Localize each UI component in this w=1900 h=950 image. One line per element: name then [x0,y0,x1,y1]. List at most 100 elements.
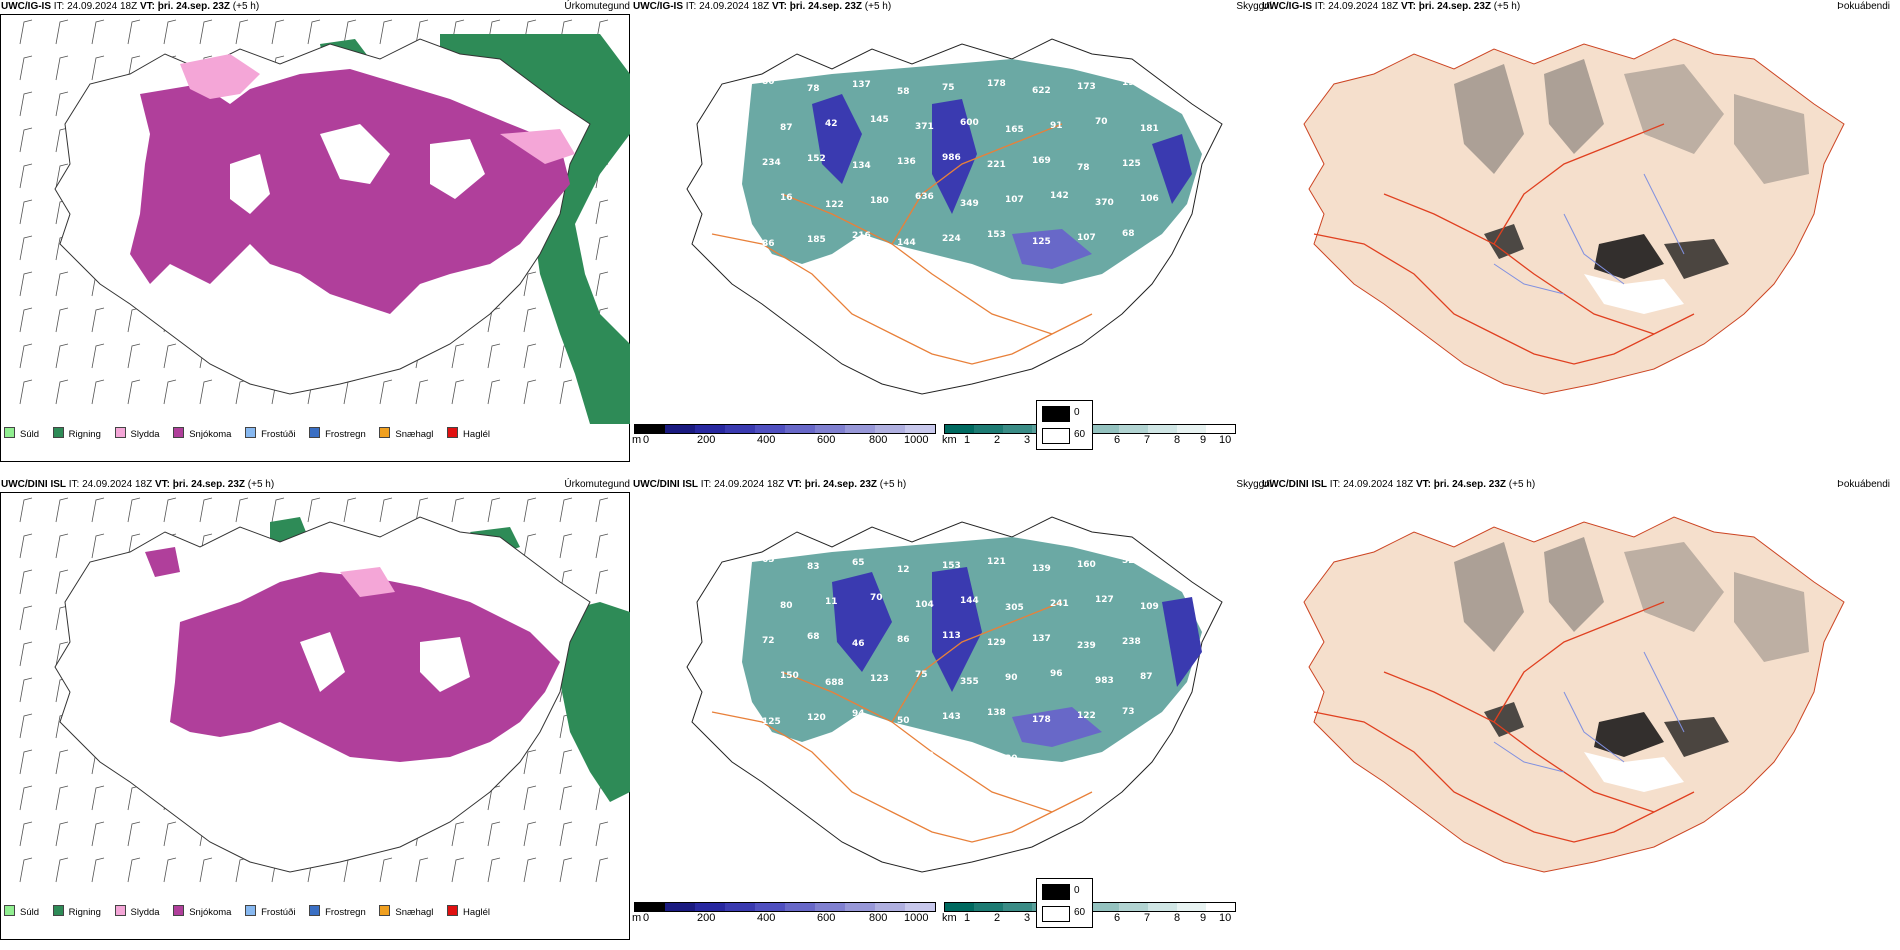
legend-label: Rigning [68,429,101,440]
fog-legend: 0 60 [1036,400,1093,450]
colorbar-tick: 800 [869,912,888,924]
wind-barb [19,857,33,883]
wind-barb [91,55,105,81]
wind-barb [55,307,69,333]
high-elev-area [932,567,982,692]
high-elev-area [932,99,977,214]
legend-item: Haglél [447,424,490,446]
fog-map [1303,38,1845,395]
legend-item: Frostregn [309,424,366,446]
peak-label: 305 [1005,603,1024,613]
peak-label: 122 [825,200,844,210]
peak-label: 80 [780,601,793,611]
wind-barb [55,569,69,595]
visibility-map: 65 83 65 12 153 121 139 160 52 80 11 70 104 144 305 241… [686,516,1223,873]
wind-barb [55,163,69,189]
vt-label: VT: [771,1,787,12]
legend-label: Súld [20,907,40,918]
colorbar-unit: km [942,434,957,446]
fog-white-area [1584,274,1684,314]
peak-label: 65 [852,558,865,568]
wind-barb [19,271,33,297]
wind-barb [19,379,33,405]
precip-legend: Súld Rigning Slydda Snjókoma Frostúði Fr… [4,424,501,446]
peak-label: 78 [807,84,820,94]
vt-value: þri. 24.sep. 23Z [157,1,231,12]
it-value: 24.09.2024 18Z [67,1,138,12]
lead-time: (+5 h) [1508,479,1536,490]
high-elev-area [1162,597,1202,687]
peak-label: 42 [870,277,883,287]
legend-item: Súld [4,902,39,924]
legend-item: Slydda [114,902,160,924]
peak-label: 221 [987,160,1006,170]
panel-header: UWC/IG-IS IT: 24.09.2024 18Z VT: þri. 24… [0,0,632,14]
colorbar-tick: 10 [1219,434,1232,446]
colorbar-tick: 9 [1200,912,1207,924]
peak-label: 12 [897,565,910,575]
peak-label: 153 [987,230,1006,240]
panel-header: UWC/DINI ISL IT: 24.09.2024 18Z VT: þri.… [0,478,632,492]
colorbar-tick: 2 [994,434,1001,446]
wind-barb [91,785,105,811]
wind-barb [415,497,429,523]
peak-label: 160 [1077,560,1096,570]
fog-dark-core [1664,717,1729,757]
peak-label: 96 [1050,669,1063,679]
peak-label: 371 [915,122,934,132]
peak-label: 78 [1077,163,1090,173]
vt-label: VT: [154,479,170,490]
it-label: IT: [700,479,712,490]
it-label: IT: [68,479,80,490]
legend-swatch [4,905,15,916]
peak-label: 107 [1005,195,1024,205]
peak-label: 75 [942,83,955,93]
model-name: UWC/DINI ISL [633,479,698,490]
fog-legend-label: 60 [1074,907,1086,918]
precip-type-panel: UWC/IG-IS IT: 24.09.2024 18Z VT: þri. 24… [0,0,632,472]
wind-barb [19,641,33,667]
peak-label: 234 [762,158,781,168]
peak-label: 197 [1122,78,1141,88]
iceland-land [1303,516,1845,873]
peak-label: 986 [942,153,961,163]
legend-item: Snjókoma [173,902,231,924]
colorbar-tick: 400 [757,912,776,924]
legend-item: Haglél [447,902,490,924]
colorbar-unit: m [632,434,642,446]
peak-label: 123 [870,674,889,684]
it-label: IT: [53,1,65,12]
peak-label: 185 [807,235,826,245]
it-value: 24.09.2024 18Z [714,479,785,490]
legend-label: Frostúði [261,429,296,440]
colorbar-tick: 600 [817,912,836,924]
wind-barb [55,19,69,45]
colorbar-tick: 3 [1024,434,1031,446]
peak-label: 91 [1050,121,1063,131]
wind-barb [19,199,33,225]
peak-label: 120 [807,713,826,723]
legend-item: Frostregn [309,902,366,924]
model-row-ig-is: UWC/IG-IS IT: 24.09.2024 18Z VT: þri. 24… [0,0,1900,472]
sleet-area [500,129,575,164]
sleet-area [340,567,395,597]
lead-time: (+5 h) [1493,1,1521,12]
peak-label: 152 [807,154,826,164]
fog-dark-core [1594,234,1664,279]
wind-barb [451,857,465,883]
peak-label: 153 [942,561,961,571]
peak-label: 132 [825,748,844,758]
road-network [711,601,1093,843]
it-value: 24.09.2024 18Z [1328,1,1399,12]
peak-label: 178 [1032,715,1051,725]
high-elev-area [1152,134,1192,204]
wind-barb [163,379,177,405]
colorbar-tick: 3 [1024,912,1031,924]
peak-label: 178 [987,79,1006,89]
wind-barb [91,379,105,405]
wind-barb [55,821,69,847]
wind-barb [91,857,105,883]
wind-barb [19,127,33,153]
model-name: UWC/DINI ISL [1262,479,1327,490]
wind-barb [307,19,321,45]
